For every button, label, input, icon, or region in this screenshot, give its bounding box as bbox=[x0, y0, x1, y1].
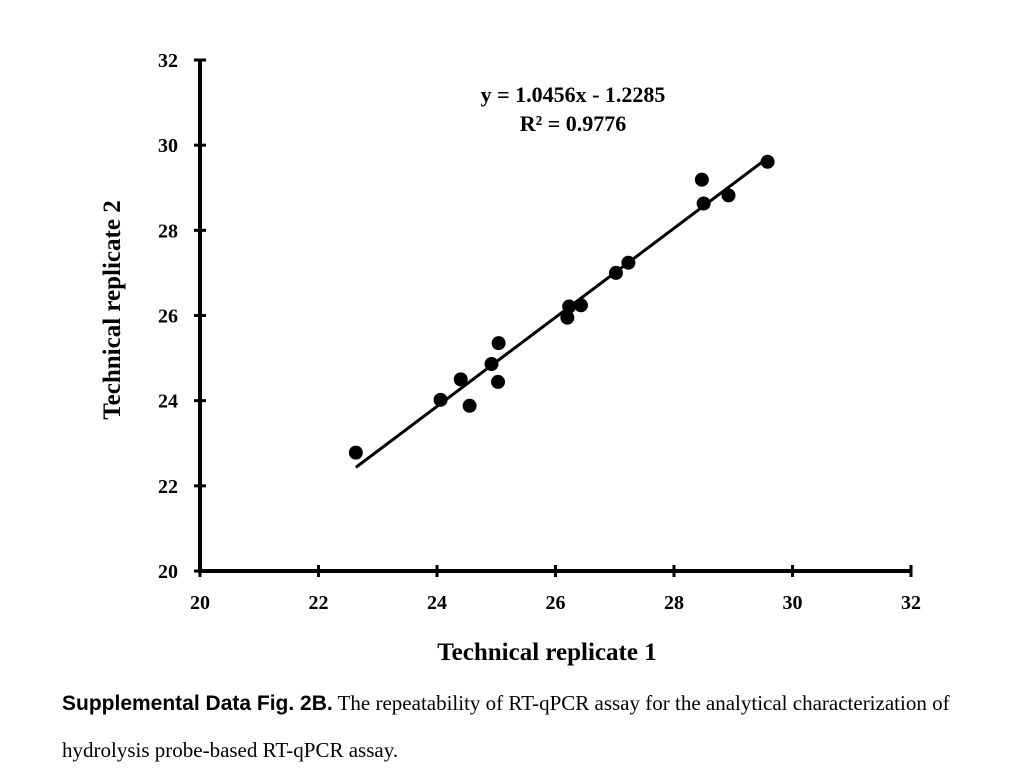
x-tick-label: 28 bbox=[664, 592, 684, 614]
data-point bbox=[721, 188, 736, 203]
r-squared-label: R² = 0.9776 bbox=[520, 111, 627, 136]
x-tick-label: 32 bbox=[901, 592, 921, 614]
x-axis-title: Technical replicate 1 bbox=[437, 639, 656, 666]
x-tick-label: 24 bbox=[427, 592, 447, 614]
y-tick-label: 32 bbox=[158, 50, 178, 72]
x-tick-label: 22 bbox=[309, 592, 329, 614]
x-tick-label: 30 bbox=[783, 592, 803, 614]
y-tick-label: 22 bbox=[158, 476, 178, 498]
data-point bbox=[462, 398, 477, 413]
data-point bbox=[562, 299, 577, 314]
data-point bbox=[491, 374, 506, 389]
caption-label: Supplemental Data Fig. 2B. bbox=[62, 692, 333, 715]
scatter-chart: 20 22 24 26 28 30 32 20 22 24 26 28 30 32 y = 1.0456x… bbox=[99, 50, 921, 666]
data-point bbox=[608, 265, 623, 280]
y-tick-label: 20 bbox=[158, 561, 178, 583]
y-tick-label: 30 bbox=[158, 135, 178, 157]
y-tick-label: 26 bbox=[158, 306, 178, 328]
caption-text: The repeatability of RT-qPCR assay for t… bbox=[62, 691, 950, 762]
data-point bbox=[560, 310, 575, 325]
x-tick-label: 26 bbox=[546, 592, 566, 614]
data-point bbox=[694, 172, 709, 187]
y-tick-label: 24 bbox=[158, 391, 178, 413]
data-point bbox=[484, 357, 499, 372]
y-axis-title: Technical replicate 2 bbox=[99, 200, 126, 419]
data-point bbox=[696, 196, 711, 211]
data-point bbox=[433, 392, 448, 407]
data-point bbox=[348, 445, 363, 460]
data-point bbox=[491, 336, 506, 351]
data-point bbox=[573, 298, 588, 313]
data-point bbox=[453, 372, 468, 387]
data-point bbox=[760, 154, 775, 169]
figure-caption: Supplemental Data Fig. 2B. The repeatabi… bbox=[62, 680, 982, 773]
y-tick-label: 28 bbox=[158, 220, 178, 242]
trendline bbox=[354, 156, 769, 469]
data-point bbox=[621, 255, 636, 270]
trendline-equation: y = 1.0456x - 1.2285 bbox=[481, 82, 666, 107]
x-tick-label: 20 bbox=[190, 592, 210, 614]
